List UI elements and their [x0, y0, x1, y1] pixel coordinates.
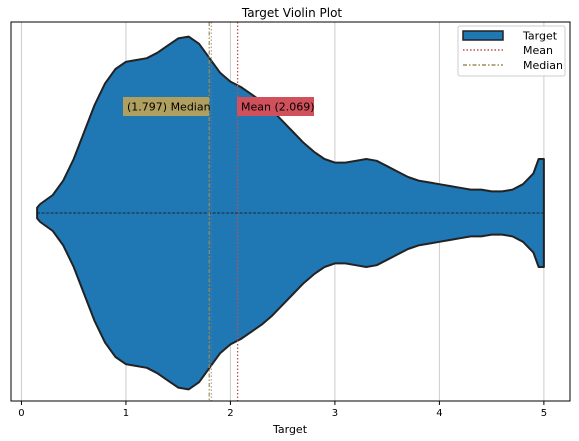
median-label: (1.797) Median	[127, 101, 211, 114]
legend: Target Mean Median	[457, 25, 566, 77]
x-axis-label: Target	[272, 423, 308, 436]
legend-target-swatch	[462, 30, 504, 41]
violin-body	[36, 35, 545, 391]
median-annotation: (1.797) Median	[123, 97, 211, 116]
mean-label-box	[237, 97, 314, 116]
x-tick-label-1: 1	[123, 408, 129, 419]
x-tick-label-5: 5	[541, 408, 547, 419]
mean-label: Mean (2.069)	[241, 101, 315, 114]
legend-target-label: Target	[522, 30, 558, 43]
legend-mean-label: Mean	[523, 44, 553, 57]
chart-title: Target Violin Plot	[241, 6, 343, 20]
x-tick-label-2: 2	[227, 408, 233, 419]
mean-annotation: Mean (2.069)	[237, 97, 315, 116]
reference-lines	[208, 22, 239, 401]
x-tick-label-0: 0	[18, 408, 24, 419]
x-axis-ticks: 0 1 2 3 4 5	[18, 401, 547, 419]
legend-median-label: Median	[523, 59, 563, 72]
median-label-box	[123, 97, 209, 116]
x-tick-label-3: 3	[332, 408, 338, 419]
plot-frame	[10, 21, 571, 402]
x-tick-label-4: 4	[436, 408, 442, 419]
